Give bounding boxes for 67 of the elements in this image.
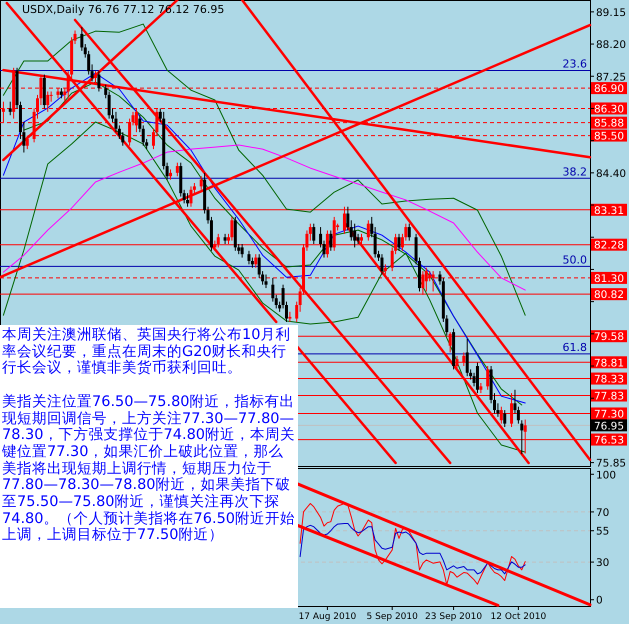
candlestick — [230, 216, 234, 242]
x-tick-label: 12 Oct 2010 — [490, 612, 546, 622]
annotation: 23.6 — [562, 57, 587, 70]
y-tick-label: 0 — [596, 594, 603, 607]
ref-line-label: 77.30 — [594, 408, 624, 420]
y-tick-label: 55 — [596, 526, 610, 538]
ref-line-label: 86.30 — [594, 103, 624, 116]
x-tick-label: 5 Sep 2010 — [366, 612, 418, 622]
candlestick — [312, 223, 316, 245]
annotation: 本周关注澳洲联储、英国央行将公布10月利率会议纪要，重点在周末的G20财长和央行行长会议，谨慎非美货币获利回吐。 — [2, 327, 292, 378]
ref-line-label: 79.58 — [594, 331, 624, 344]
line-series — [2, 24, 526, 316]
candlestick — [240, 244, 244, 258]
candlestick — [408, 223, 411, 242]
candlestick — [398, 233, 401, 252]
annotation: 61.8 — [562, 340, 587, 354]
line-series — [300, 522, 526, 574]
candlestick — [8, 101, 12, 116]
y-tick-label: 70 — [596, 506, 610, 519]
ref-line-label: 78.33 — [594, 374, 624, 386]
candlestick — [189, 186, 192, 208]
y-tick-label: 100 — [596, 469, 616, 482]
candlestick — [200, 176, 203, 190]
candlestick — [26, 135, 29, 150]
x-tick-label: 23 Sep 2010 — [425, 612, 482, 622]
y-tick-label: 75.85 — [596, 458, 626, 470]
candlestick — [366, 220, 370, 242]
note-panel: 本周关注澳洲联储、英国央行将公布10月利率会议纪要，重点在周末的G20财长和央行行长会议，谨慎非美货币获利回吐。 美指关注位置76.50—75.80附近，指标有出现短期回调信号，上方关注77.30—77.80—78.30，下方强支撑位于74.80附近，本周关键位置77.30，如果汇价上破此位置，那么美指将出现短期上调行情，短期压力位于77.80—78.30—78.80附近，如果美指下破至75.50—75.80附近，谨慎关注再次下探74.80。（个人预计美指将在76.50附近开始上调，上调目标位于77.50附近） — [0, 325, 298, 608]
candlestick — [186, 192, 190, 208]
ref-line-label: 78.81 — [594, 357, 624, 370]
candlestick — [356, 233, 360, 245]
ref-line-label: 81.30 — [594, 272, 624, 285]
ref-line-label: 83.31 — [594, 204, 624, 217]
y-tick-label: 87.25 — [596, 71, 626, 84]
ref-line-label: 80.82 — [594, 289, 624, 302]
candlestick — [50, 91, 53, 102]
candlestick — [176, 162, 179, 177]
ref-line-label: 76.95 — [594, 420, 624, 432]
candlestick — [224, 233, 227, 245]
candlestick — [247, 250, 250, 265]
candlestick — [254, 254, 258, 268]
candlestick — [97, 70, 100, 92]
ref-line-label: 76.53 — [594, 434, 624, 447]
candlestick — [288, 311, 292, 322]
line-series — [2, 144, 526, 291]
ref-line-label: 82.28 — [594, 240, 624, 252]
candlestick — [520, 420, 524, 455]
y-tick-label: 84.40 — [596, 168, 626, 180]
annotation: 50.0 — [562, 253, 587, 266]
candlestick — [329, 230, 332, 252]
x-tick-label: 17 Aug 2010 — [298, 612, 356, 622]
ref-line-label: 85.88 — [594, 118, 624, 130]
ref-line-label: 86.90 — [594, 83, 624, 96]
candlestick — [380, 254, 384, 276]
y-tick-label: 88.20 — [596, 39, 626, 52]
y-tick-label: 30 — [596, 557, 610, 570]
candlestick — [60, 88, 63, 99]
candlestick — [503, 410, 506, 428]
candlestick — [360, 233, 364, 245]
candlestick — [353, 223, 356, 248]
candlestick — [466, 338, 469, 377]
y-tick-label: 89.15 — [596, 6, 626, 19]
annotation: 38.2 — [562, 165, 587, 178]
candlestick — [384, 264, 387, 276]
ref-line-label: 85.50 — [594, 130, 624, 143]
ref-line-label: 77.83 — [594, 390, 624, 403]
candlestick — [476, 362, 479, 394]
